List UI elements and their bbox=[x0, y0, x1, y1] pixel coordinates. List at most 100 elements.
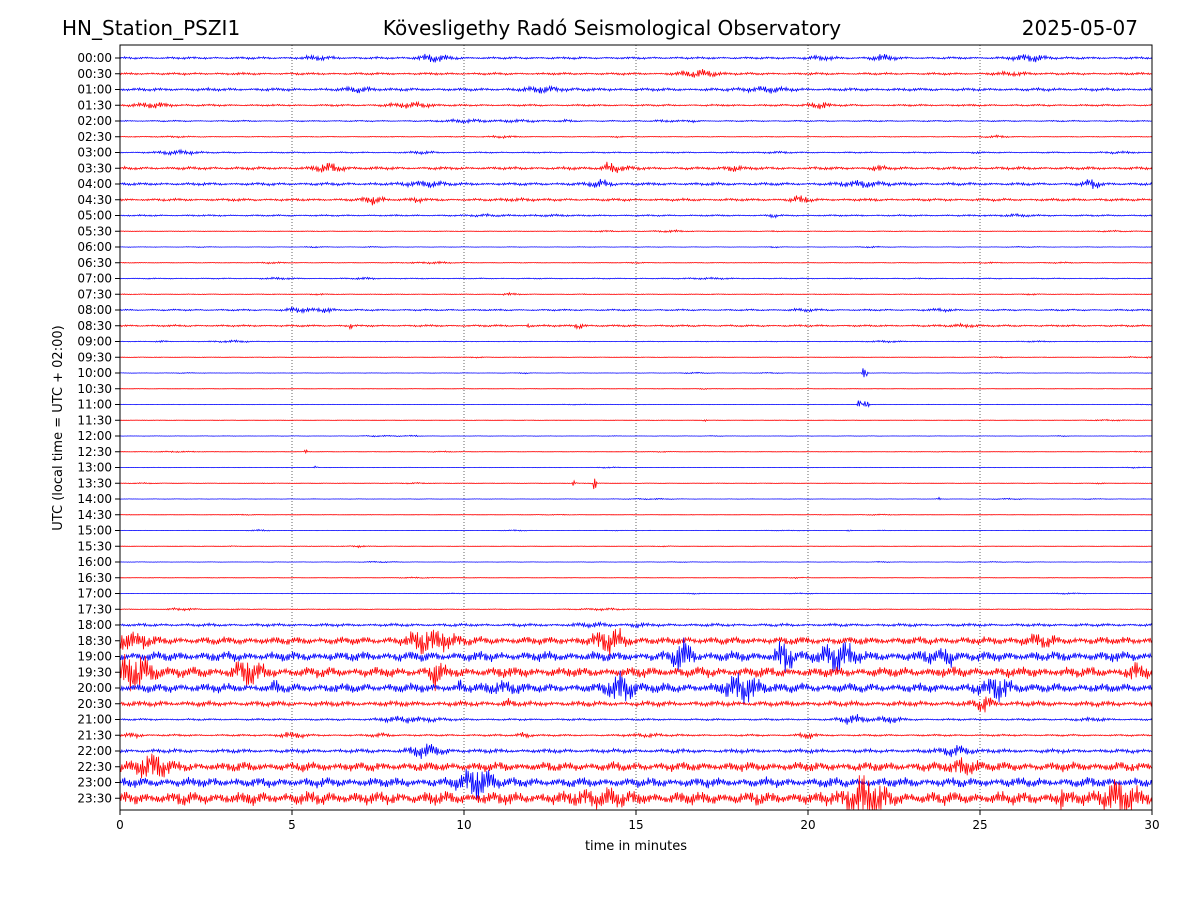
y-tick-label: 19:00 bbox=[77, 650, 112, 664]
trace-0130 bbox=[119, 100, 1153, 110]
y-tick-label: 06:30 bbox=[77, 256, 112, 270]
trace-0100 bbox=[119, 84, 1153, 94]
trace-1000 bbox=[119, 368, 1153, 378]
y-tick-label: 13:30 bbox=[77, 476, 112, 490]
seismic-traces bbox=[119, 53, 1153, 811]
y-tick-label: 22:00 bbox=[77, 744, 112, 758]
y-tick-label: 07:00 bbox=[77, 272, 112, 286]
y-tick-label: 08:00 bbox=[77, 303, 112, 317]
trace-0830 bbox=[119, 322, 1152, 331]
trace-1730 bbox=[119, 606, 1153, 612]
y-tick-label: 03:30 bbox=[77, 161, 112, 175]
y-tick-label: 10:00 bbox=[77, 366, 112, 380]
trace-1330 bbox=[119, 478, 1153, 490]
trace-1800 bbox=[119, 620, 1153, 629]
trace-0930 bbox=[119, 355, 1153, 359]
trace-2330 bbox=[119, 775, 1153, 811]
plot-area bbox=[120, 45, 1152, 810]
y-tick-label: 18:30 bbox=[77, 634, 112, 648]
trace-0330 bbox=[119, 161, 1153, 174]
y-tick-label: 11:00 bbox=[77, 398, 112, 412]
y-tick-label: 01:00 bbox=[77, 83, 112, 97]
x-tick-label: 15 bbox=[628, 818, 643, 832]
y-tick-label: 02:00 bbox=[77, 114, 112, 128]
y-tick-label: 23:30 bbox=[77, 791, 112, 805]
trace-2300 bbox=[119, 768, 1153, 801]
y-tick-label: 20:30 bbox=[77, 697, 112, 711]
y-tick-label: 09:00 bbox=[77, 335, 112, 349]
y-tick-label: 14:00 bbox=[77, 492, 112, 506]
trace-1830 bbox=[119, 627, 1153, 656]
trace-2000 bbox=[119, 670, 1153, 706]
y-tick-label: 05:00 bbox=[77, 209, 112, 223]
y-tick-label: 15:00 bbox=[77, 524, 112, 538]
y-tick-label: 15:30 bbox=[77, 539, 112, 553]
y-tick-label: 09:30 bbox=[77, 350, 112, 364]
station-name: HN_Station_PSZI1 bbox=[62, 16, 240, 40]
trace-2230 bbox=[119, 753, 1153, 779]
trace-0800 bbox=[119, 306, 1153, 314]
y-tick-label: 19:30 bbox=[77, 665, 112, 679]
trace-1030 bbox=[120, 387, 1153, 390]
y-tick-label: 08:30 bbox=[77, 319, 112, 333]
y-tick-label: 20:00 bbox=[77, 681, 112, 695]
trace-1630 bbox=[119, 576, 1153, 580]
y-tick-label: 22:30 bbox=[77, 760, 112, 774]
x-axis-label: time in minutes bbox=[585, 839, 687, 854]
x-tick-label: 10 bbox=[456, 818, 471, 832]
y-tick-label: 00:00 bbox=[77, 51, 112, 65]
y-tick-label: 03:00 bbox=[77, 146, 112, 160]
y-tick-label: 21:30 bbox=[77, 728, 112, 742]
y-tick-label: 02:30 bbox=[77, 130, 112, 144]
chart-title: Kövesligethy Radó Seismological Observat… bbox=[383, 16, 841, 40]
trace-1700 bbox=[119, 592, 1153, 595]
trace-1600 bbox=[120, 560, 1153, 564]
y-tick-label: 13:00 bbox=[77, 461, 112, 475]
x-axis-ticks: 0 5 10 15 20 25 30 bbox=[116, 810, 1160, 832]
trace-0700 bbox=[119, 276, 1153, 281]
chart-date: 2025-05-07 bbox=[1022, 16, 1138, 40]
trace-0430 bbox=[119, 195, 1152, 206]
y-tick-label: 00:30 bbox=[77, 67, 112, 81]
y-tick-label: 21:00 bbox=[77, 713, 112, 727]
trace-0300 bbox=[119, 148, 1153, 157]
y-tick-label: 05:30 bbox=[77, 224, 112, 238]
trace-1100 bbox=[119, 400, 1153, 408]
trace-1430 bbox=[119, 513, 1153, 516]
y-tick-label: 07:30 bbox=[77, 287, 112, 301]
trace-1200 bbox=[119, 434, 1153, 438]
y-tick-label: 06:00 bbox=[77, 240, 112, 254]
trace-1300 bbox=[119, 465, 1153, 469]
trace-0000 bbox=[119, 53, 1153, 63]
trace-1130 bbox=[119, 418, 1153, 423]
y-tick-label: 04:00 bbox=[77, 177, 112, 191]
trace-2030 bbox=[119, 696, 1153, 713]
y-tick-label: 12:00 bbox=[77, 429, 112, 443]
trace-1500 bbox=[119, 528, 1153, 532]
trace-1230 bbox=[119, 449, 1153, 455]
trace-0730 bbox=[119, 291, 1153, 296]
y-tick-label: 04:30 bbox=[77, 193, 112, 207]
y-tick-label: 18:00 bbox=[77, 618, 112, 632]
y-tick-label: 23:00 bbox=[77, 776, 112, 790]
x-tick-label: 25 bbox=[972, 818, 987, 832]
trace-0900 bbox=[119, 339, 1153, 344]
x-tick-label: 20 bbox=[800, 818, 815, 832]
trace-1530 bbox=[119, 544, 1153, 549]
trace-1900 bbox=[119, 637, 1153, 674]
x-tick-label: 0 bbox=[116, 818, 124, 832]
x-tick-label: 30 bbox=[1144, 818, 1159, 832]
trace-0230 bbox=[119, 134, 1153, 140]
trace-0600 bbox=[119, 245, 1153, 249]
trace-0030 bbox=[119, 69, 1153, 78]
trace-0200 bbox=[119, 117, 1153, 125]
y-tick-label: 12:30 bbox=[77, 445, 112, 459]
y-tick-label: 01:30 bbox=[77, 98, 112, 112]
x-tick-label: 5 bbox=[288, 818, 296, 832]
y-axis-label: UTC (local time = UTC + 02:00) bbox=[51, 325, 66, 530]
trace-2100 bbox=[119, 714, 1153, 725]
y-tick-label: 16:00 bbox=[77, 555, 112, 569]
y-tick-label: 16:30 bbox=[77, 571, 112, 585]
